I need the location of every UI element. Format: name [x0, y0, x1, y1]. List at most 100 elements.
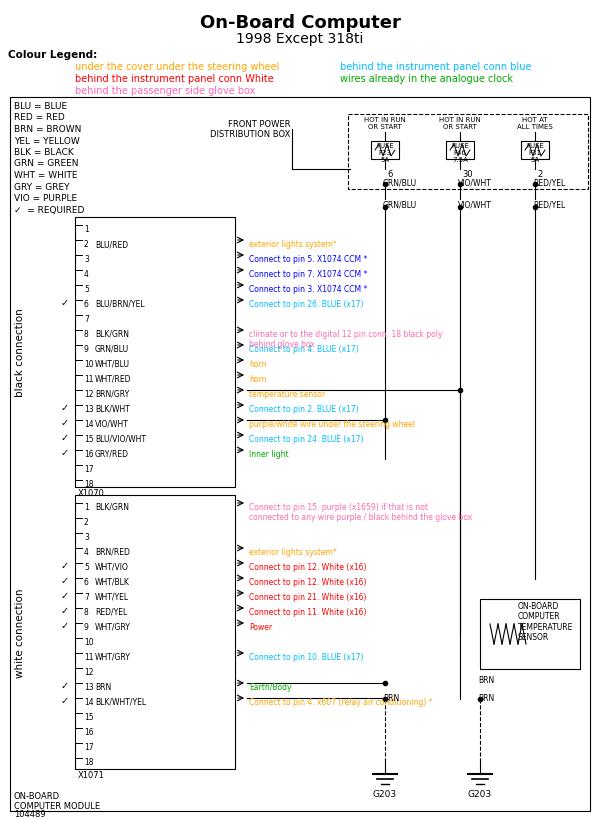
Text: 2: 2	[84, 518, 89, 527]
Text: 11: 11	[84, 374, 94, 383]
Text: 16: 16	[84, 727, 94, 736]
Text: BRN/GRY: BRN/GRY	[95, 390, 129, 399]
Text: ✓: ✓	[61, 605, 69, 615]
Text: ✓: ✓	[61, 418, 69, 428]
Text: ✓: ✓	[61, 432, 69, 442]
Text: 8: 8	[84, 607, 89, 616]
Text: 2: 2	[537, 170, 542, 179]
Text: horn: horn	[249, 360, 266, 369]
Text: 12: 12	[84, 667, 94, 676]
Text: exterior lights system*: exterior lights system*	[249, 240, 337, 249]
Text: Connect to pin 4. BLUE (x17): Connect to pin 4. BLUE (x17)	[249, 345, 359, 354]
Text: 1998 Except 318ti: 1998 Except 318ti	[236, 32, 364, 46]
Text: 13: 13	[84, 405, 94, 414]
Text: Inner light: Inner light	[249, 450, 289, 459]
Bar	[371, 142, 399, 160]
Text: YEL = YELLOW: YEL = YELLOW	[14, 136, 80, 145]
Text: FUSE
F46
7.5A: FUSE F46 7.5A	[451, 143, 469, 163]
Text: ✓  = REQUIRED: ✓ = REQUIRED	[14, 206, 85, 215]
Text: behind the instrument panel conn White: behind the instrument panel conn White	[75, 74, 274, 84]
Text: 6: 6	[84, 300, 89, 309]
Text: VIO/WHT: VIO/WHT	[95, 419, 129, 428]
Text: Connect to pin 5. X1074 CCM *: Connect to pin 5. X1074 CCM *	[249, 255, 367, 264]
Text: GRN/BLU: GRN/BLU	[95, 345, 129, 354]
Text: 13: 13	[84, 682, 94, 691]
Text: 2: 2	[84, 240, 89, 249]
Text: RED/YEL: RED/YEL	[533, 178, 565, 187]
Text: WHT/BLK: WHT/BLK	[95, 577, 130, 586]
Text: 11: 11	[84, 652, 94, 661]
Text: 12: 12	[84, 390, 94, 399]
Text: RED/YEL: RED/YEL	[533, 200, 565, 209]
Text: 14: 14	[84, 419, 94, 428]
Text: ON-BOARD
COMPUTER MODULE: ON-BOARD COMPUTER MODULE	[14, 791, 100, 811]
Bar	[521, 142, 549, 160]
Text: climate or to the digital 12 pin conn. 18 black poly
behind glove box: climate or to the digital 12 pin conn. 1…	[249, 329, 443, 349]
Text: On-Board Computer: On-Board Computer	[200, 14, 400, 32]
Bar	[480, 600, 580, 669]
Text: 3: 3	[84, 532, 89, 541]
Text: BLU = BLUE: BLU = BLUE	[14, 102, 67, 111]
Text: RED = RED: RED = RED	[14, 113, 65, 122]
Text: Connect to pin 4. x607 (relay air conditioning) *: Connect to pin 4. x607 (relay air condit…	[249, 697, 433, 706]
Text: Connect to pin 12. White (x16): Connect to pin 12. White (x16)	[249, 577, 367, 586]
Bar	[75, 495, 235, 769]
Text: 15: 15	[84, 434, 94, 443]
Text: BLK/GRN: BLK/GRN	[95, 502, 129, 511]
Text: VIO/WHT: VIO/WHT	[458, 200, 492, 209]
Text: Connect to pin 10. BLUE (x17): Connect to pin 10. BLUE (x17)	[249, 652, 364, 661]
Text: GRN = GREEN: GRN = GREEN	[14, 160, 79, 168]
Text: white connection: white connection	[15, 587, 25, 677]
Text: 5: 5	[84, 285, 89, 294]
Text: behind the instrument panel conn blue: behind the instrument panel conn blue	[340, 62, 532, 72]
Text: BRN/RED: BRN/RED	[95, 547, 130, 556]
Text: 16: 16	[84, 450, 94, 459]
Text: 10: 10	[84, 360, 94, 369]
Text: FUSE
F23
5A: FUSE F23 5A	[376, 143, 394, 163]
Text: BLK = BLACK: BLK = BLACK	[14, 147, 74, 156]
Text: VIO/WHT: VIO/WHT	[458, 178, 492, 187]
Text: Power: Power	[249, 622, 272, 631]
Text: WHT/GRY: WHT/GRY	[95, 622, 131, 631]
Text: BLU/RED: BLU/RED	[95, 240, 128, 249]
Text: horn: horn	[249, 374, 266, 383]
Text: 1: 1	[84, 502, 89, 511]
Text: 17: 17	[84, 742, 94, 751]
Text: G203: G203	[373, 789, 397, 798]
Text: Connect to pin 12. White (x16): Connect to pin 12. White (x16)	[249, 563, 367, 572]
Text: GRN/BLU: GRN/BLU	[383, 200, 417, 209]
Text: GRY = GREY: GRY = GREY	[14, 183, 70, 192]
Text: Connect to pin 7. X1074 CCM *: Connect to pin 7. X1074 CCM *	[249, 269, 367, 278]
Text: BLK/WHT/YEL: BLK/WHT/YEL	[95, 697, 146, 706]
Text: 18: 18	[84, 479, 94, 488]
Bar	[348, 115, 588, 190]
Text: X1071: X1071	[78, 770, 105, 779]
Text: WHT/GRY: WHT/GRY	[95, 652, 131, 661]
Text: WHT/YEL: WHT/YEL	[95, 592, 129, 601]
Text: ON-BOARD
COMPUTER
TEMPERATURE
SENSOR: ON-BOARD COMPUTER TEMPERATURE SENSOR	[518, 601, 574, 641]
Text: 14: 14	[84, 697, 94, 706]
Text: WHT/RED: WHT/RED	[95, 374, 131, 383]
Text: WHT/VIO: WHT/VIO	[95, 563, 129, 572]
Text: Earth/Body: Earth/Body	[249, 682, 292, 691]
Text: 10: 10	[84, 637, 94, 646]
Text: ✓: ✓	[61, 695, 69, 705]
Text: BRN: BRN	[95, 682, 111, 691]
Text: ✓: ✓	[61, 402, 69, 413]
Text: behind the passenger side glove box: behind the passenger side glove box	[75, 86, 256, 96]
Text: 7: 7	[84, 592, 89, 601]
Text: HOT IN RUN
OR START: HOT IN RUN OR START	[364, 117, 406, 130]
Text: BRN: BRN	[383, 693, 399, 702]
Text: Connect to pin 21. White (x16): Connect to pin 21. White (x16)	[249, 592, 367, 601]
Text: X1070: X1070	[78, 488, 105, 497]
Text: ✓: ✓	[61, 447, 69, 458]
Text: 6: 6	[84, 577, 89, 586]
Text: Connect to pin 24. BLUE (x17): Connect to pin 24. BLUE (x17)	[249, 434, 364, 443]
Text: 4: 4	[84, 269, 89, 278]
Text: Connect to pin 3. X1074 CCM *: Connect to pin 3. X1074 CCM *	[249, 285, 367, 294]
Text: BLU/BRN/YEL: BLU/BRN/YEL	[95, 300, 145, 309]
Text: 5: 5	[84, 563, 89, 572]
Text: ✓: ✓	[61, 297, 69, 308]
Text: ✓: ✓	[61, 590, 69, 600]
Text: purple/white wire under the steering wheel: purple/white wire under the steering whe…	[249, 419, 415, 428]
